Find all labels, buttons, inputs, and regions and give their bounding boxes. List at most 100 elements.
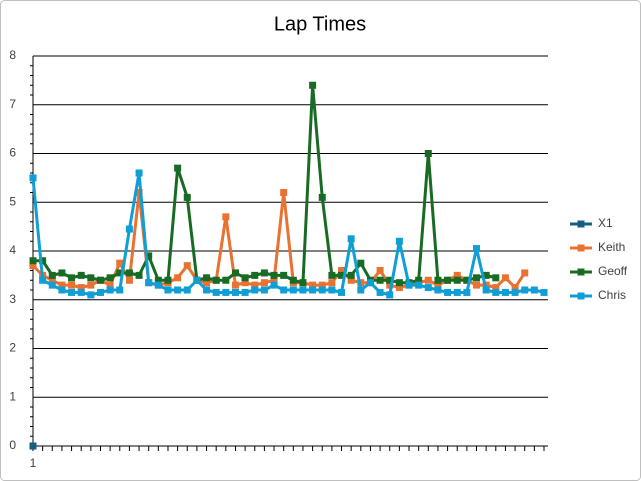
point bbox=[453, 288, 461, 296]
point bbox=[29, 442, 37, 450]
point bbox=[299, 286, 307, 294]
point bbox=[58, 281, 66, 289]
point bbox=[511, 288, 519, 296]
point bbox=[203, 286, 211, 294]
point bbox=[87, 274, 95, 282]
point bbox=[463, 288, 471, 296]
point bbox=[251, 281, 259, 289]
point bbox=[473, 274, 481, 282]
point bbox=[183, 286, 191, 294]
point bbox=[492, 288, 500, 296]
point bbox=[174, 164, 182, 172]
point bbox=[280, 286, 288, 294]
point bbox=[270, 271, 278, 279]
y-tick-label: 6 bbox=[9, 146, 16, 160]
point bbox=[309, 281, 317, 289]
point bbox=[87, 291, 95, 299]
point bbox=[251, 271, 259, 279]
point bbox=[395, 237, 403, 245]
point bbox=[260, 279, 268, 287]
point bbox=[260, 286, 268, 294]
y-tick-label: 0 bbox=[9, 438, 16, 452]
point bbox=[530, 286, 538, 294]
point bbox=[116, 269, 124, 277]
point bbox=[48, 271, 56, 279]
point bbox=[482, 271, 490, 279]
point bbox=[299, 279, 307, 287]
point bbox=[145, 279, 153, 287]
point bbox=[501, 274, 509, 282]
point bbox=[260, 269, 268, 277]
point bbox=[444, 276, 452, 284]
point bbox=[241, 288, 249, 296]
point bbox=[386, 291, 394, 299]
point bbox=[222, 213, 230, 221]
point bbox=[521, 269, 529, 277]
legend-marker bbox=[577, 292, 585, 300]
point bbox=[492, 284, 500, 292]
point bbox=[395, 284, 403, 292]
point bbox=[116, 286, 124, 294]
legend-label: Keith bbox=[598, 240, 625, 254]
point bbox=[29, 262, 37, 270]
point bbox=[270, 281, 278, 289]
point bbox=[164, 276, 172, 284]
point bbox=[453, 276, 461, 284]
chart-title: Lap Times bbox=[274, 13, 366, 35]
point bbox=[183, 193, 191, 201]
point bbox=[212, 276, 220, 284]
point bbox=[376, 276, 384, 284]
point bbox=[328, 279, 336, 287]
y-tick-label: 7 bbox=[9, 97, 16, 111]
point bbox=[328, 286, 336, 294]
point bbox=[164, 286, 172, 294]
point bbox=[29, 174, 37, 182]
point bbox=[241, 274, 249, 282]
point bbox=[376, 267, 384, 274]
point bbox=[87, 281, 95, 289]
point bbox=[116, 259, 124, 267]
point bbox=[434, 286, 442, 294]
point bbox=[511, 284, 519, 292]
point bbox=[125, 269, 133, 277]
point bbox=[318, 286, 326, 294]
point bbox=[473, 281, 481, 289]
point bbox=[231, 269, 239, 277]
point bbox=[492, 274, 500, 282]
point bbox=[39, 257, 47, 265]
point bbox=[521, 286, 529, 294]
point bbox=[68, 274, 76, 282]
y-tick-label: 1 bbox=[9, 389, 16, 403]
point bbox=[289, 276, 297, 284]
point bbox=[482, 286, 490, 294]
point bbox=[77, 288, 85, 296]
point bbox=[357, 259, 365, 267]
point bbox=[203, 279, 211, 287]
point bbox=[174, 286, 182, 294]
point bbox=[106, 286, 114, 294]
point bbox=[135, 271, 143, 279]
point bbox=[328, 271, 336, 279]
point bbox=[222, 288, 230, 296]
point bbox=[58, 286, 66, 294]
point bbox=[68, 281, 76, 289]
point bbox=[318, 193, 326, 201]
point bbox=[453, 271, 461, 279]
point bbox=[357, 286, 365, 294]
point bbox=[338, 271, 346, 279]
point bbox=[77, 284, 85, 292]
point bbox=[174, 274, 182, 282]
point bbox=[318, 281, 326, 289]
point bbox=[135, 169, 143, 177]
point bbox=[48, 276, 56, 284]
point bbox=[106, 274, 114, 282]
point bbox=[48, 281, 56, 289]
point bbox=[125, 225, 133, 233]
point bbox=[125, 276, 133, 284]
point bbox=[193, 276, 201, 284]
point bbox=[96, 288, 104, 296]
point bbox=[222, 276, 230, 284]
point bbox=[405, 281, 413, 289]
